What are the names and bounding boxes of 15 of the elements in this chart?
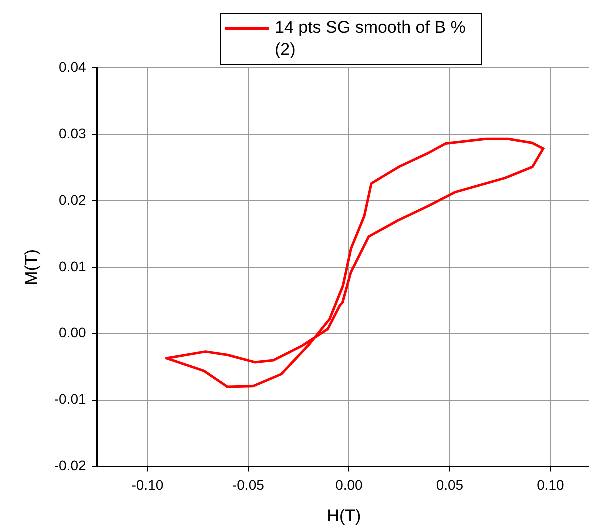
y-tick-label: -0.02 [54,458,87,474]
y-tick-label: 0.03 [59,125,87,142]
x-tick-label: 0.10 [537,477,565,494]
y-axis-title: M(T) [22,249,41,286]
y-tick-label: -0.01 [54,391,87,408]
y-tick-label: 0.00 [59,324,87,341]
y-tick-label: 0.01 [59,258,87,274]
x-tick-label: -0.05 [232,477,265,494]
y-tick-label: 0.04 [59,58,87,75]
x-tick-label: -0.10 [132,477,164,494]
y-tick-label: 0.02 [59,192,87,208]
x-tick-label: 0.05 [436,477,464,494]
x-tick-label: 0.00 [336,477,364,494]
x-axis-title: H(T) [327,506,362,526]
legend-label: 14 pts SG smooth of B % (2) [275,17,467,61]
